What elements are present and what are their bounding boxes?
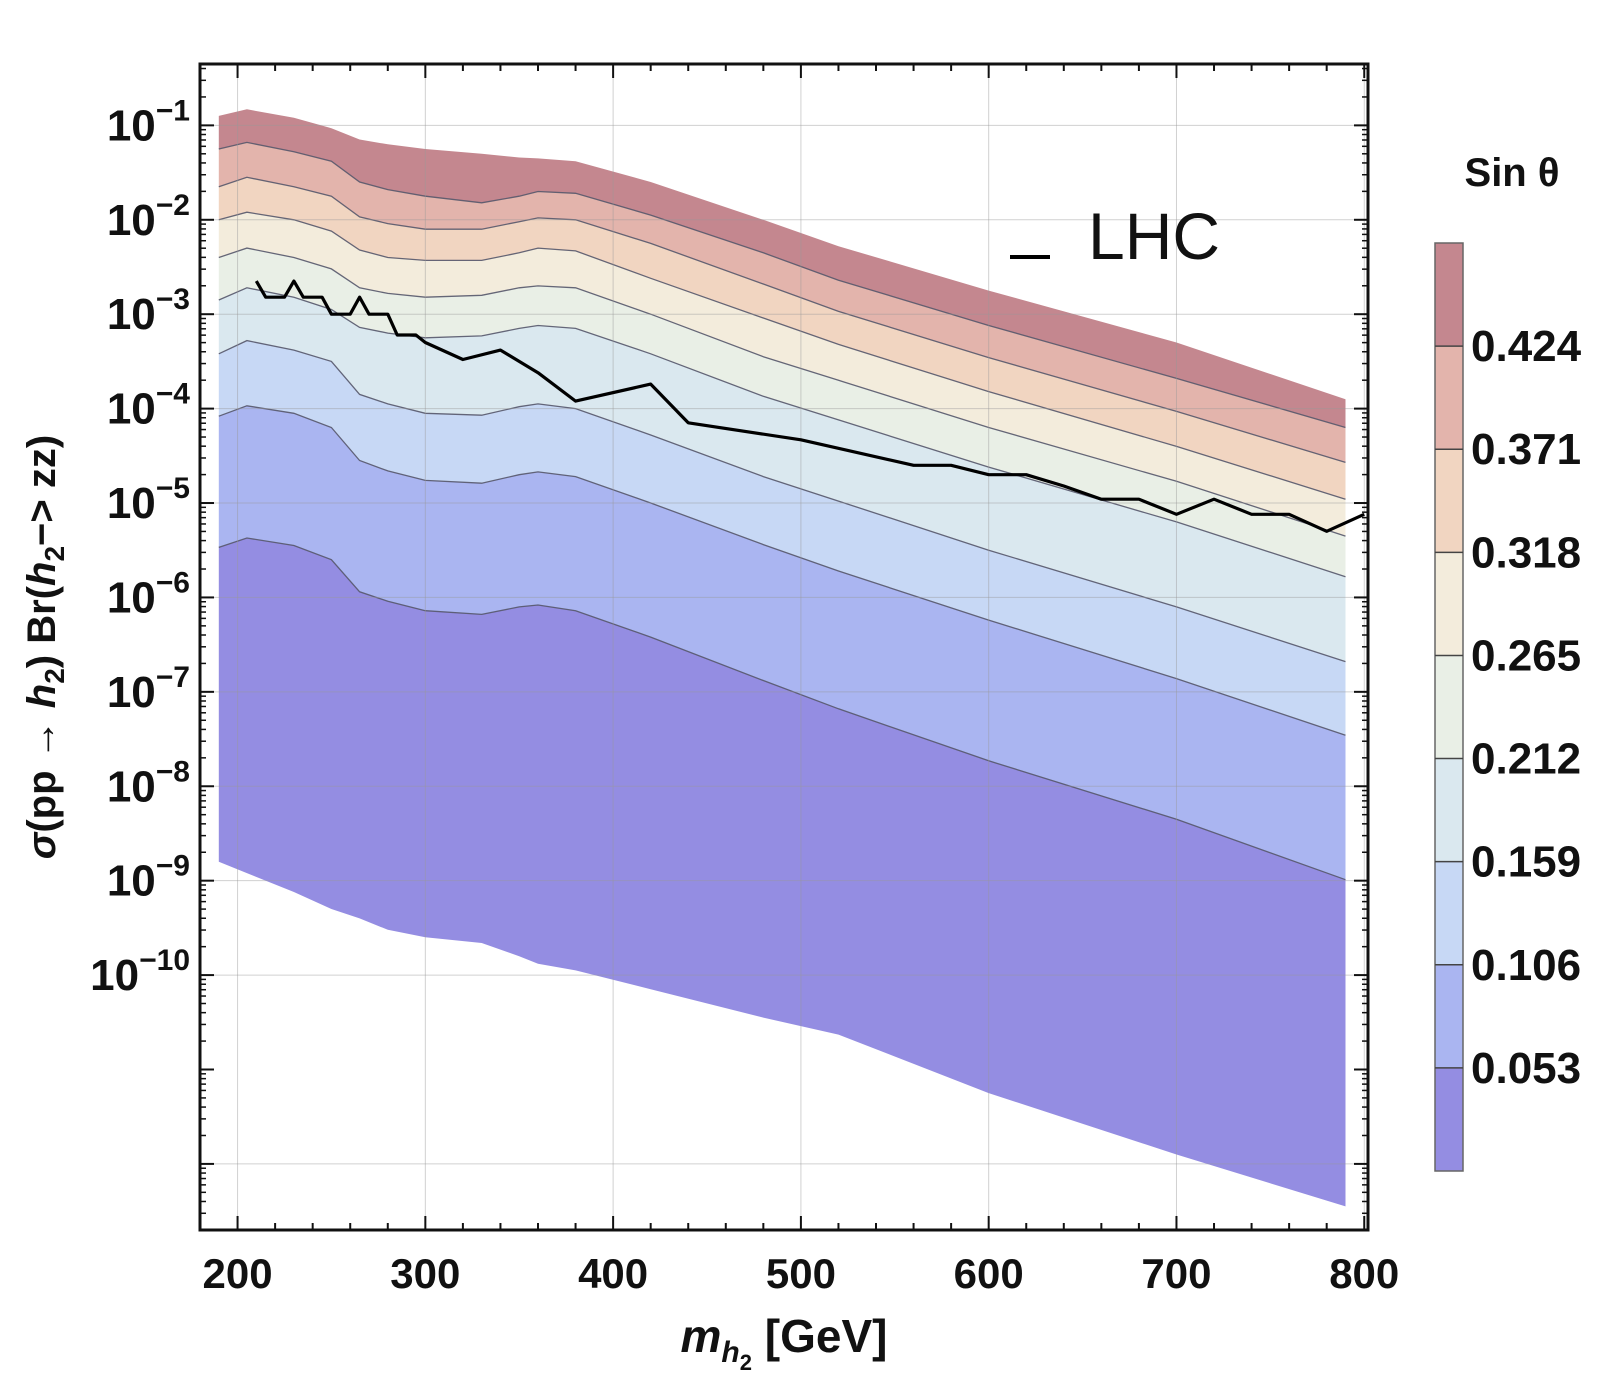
colorbar-band-8 [1435,964,1463,1069]
x-tick-label: 200 [203,1250,273,1297]
colorbar-band-6 [1435,758,1463,863]
colorbar-tick-label: 0.371 [1471,425,1581,474]
x-tick-label: 800 [1329,1250,1399,1297]
series-lines [254,279,1365,533]
contour-band-8 [218,405,1346,880]
x-tick-label: 400 [578,1250,648,1297]
colorbar: Sin θ 0.424 0.371 0.318 0.265 0.212 0.159 0.10… [1434,151,1582,1172]
y-tick-label: 10−9 [107,850,190,906]
y-ticks: 10−1 10−2 10−3 10−4 10−5 10−6 10−7 10−8 10−9 10−1… [90,67,1368,1231]
contour-band-3 [218,177,1346,500]
y-tick-label: 10−2 [107,189,190,245]
colorbar-title: Sin θ [1465,151,1560,195]
contour-band-2 [218,142,1346,463]
series-line-lhc [254,279,1365,533]
colorbar-band-4 [1435,552,1463,656]
contour-line-7 [218,405,1346,736]
contour-bands [218,109,1346,1207]
contour-band-4 [218,212,1346,537]
y-tick-label: 10−8 [107,755,190,811]
contour-line-4 [218,247,1346,537]
contour-band-1 [218,109,1346,428]
y-tick-label: 10−3 [107,283,190,339]
grid-lines [200,64,1368,1230]
y-tick-label: 10−5 [107,472,190,528]
contour-line-8 [218,537,1346,881]
colorbar-tick-label: 0.053 [1471,1044,1581,1093]
contour-line-6 [218,339,1346,663]
x-tick-label: 600 [954,1250,1024,1297]
contour-band-7 [218,340,1346,736]
contour-line-2 [218,176,1346,464]
x-tick-label: 500 [766,1250,836,1297]
contour-band-9 [218,538,1346,1207]
x-tick-label: 300 [390,1250,460,1297]
colorbar-tick-label: 0.318 [1471,528,1581,577]
legend: LHC [1010,199,1220,273]
colorbar-tick-label: 0.212 [1471,735,1581,784]
colorbar-band-9 [1435,1067,1463,1172]
colorbar-tick-label: 0.424 [1471,322,1582,371]
contour-band-5 [218,248,1346,577]
colorbar-frame [1434,242,1464,1172]
y-tick-label: 10−7 [107,661,190,717]
y-tick-label: 10−6 [107,566,190,622]
x-tick-label: 700 [1141,1250,1211,1297]
contour-line-5 [218,287,1346,578]
colorbar-band-1 [1435,243,1463,347]
colorbar-band-3 [1435,449,1463,553]
colorbar-band-5 [1435,655,1463,760]
colorbar-band-7 [1435,861,1463,966]
y-tick-label: 10−10 [90,944,190,1000]
contour-band-6 [218,287,1346,662]
colorbar-tick-label: 0.106 [1471,941,1581,990]
x-axis-title: mh2 [GeV] [681,1310,888,1375]
y-tick-label: 10−4 [107,378,190,434]
x-ticks: 200 300 400 500 600 700 800 [203,64,1399,1297]
colorbar-tick-label: 0.159 [1471,838,1581,887]
contour-lines [218,141,1346,881]
contour-line-1 [218,141,1346,429]
legend-label-lhc: LHC [1088,199,1220,273]
y-axis-title: σ(pp → h2) Br(h2−> zz) [20,435,70,859]
y-tick-label: 10−1 [107,94,190,150]
contour-line-3 [218,211,1346,500]
colorbar-band-2 [1435,346,1463,450]
colorbar-tick-label: 0.265 [1471,631,1581,680]
